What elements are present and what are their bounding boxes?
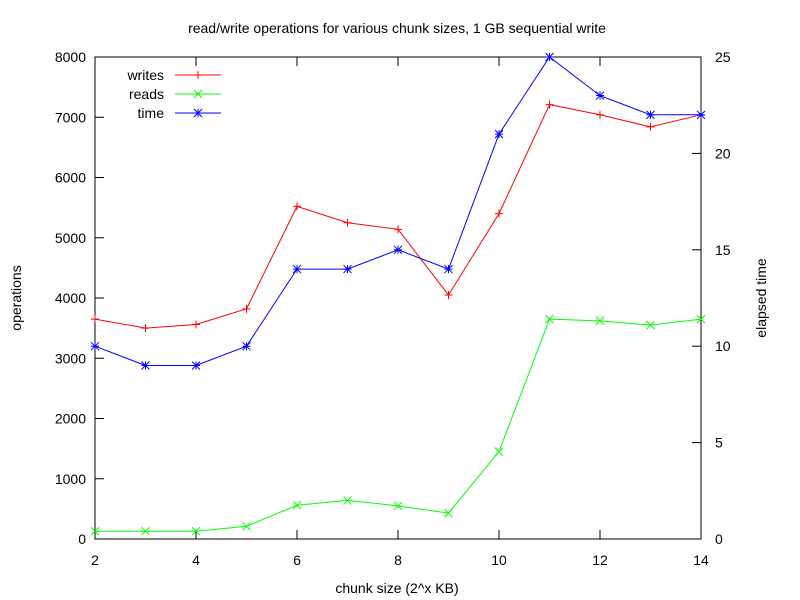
writes-point	[444, 290, 453, 299]
y-tick-label: 3000	[55, 350, 86, 366]
legend: writes reads time	[126, 67, 221, 121]
reads-point	[242, 521, 251, 531]
y-tick-label: 4000	[55, 290, 86, 306]
time-point	[141, 361, 150, 370]
legend-label: reads	[129, 86, 164, 102]
x-tick-label: 6	[293, 552, 301, 568]
series-layer	[90, 52, 706, 536]
writes-point	[91, 315, 99, 324]
axes: 0 1000 2000 3000 4000 5000 6000 7000 8000 0 5 10 15 2…	[55, 49, 731, 568]
legend-item-time: time	[138, 105, 221, 121]
x-tick-label: 4	[192, 552, 200, 568]
y-tick-label: 6000	[55, 170, 86, 186]
series-time	[90, 52, 706, 370]
legend-item-writes: writes	[126, 67, 221, 83]
time-line	[94, 56, 701, 366]
y2-tick-label: 5	[715, 435, 723, 451]
time-point	[343, 264, 352, 274]
reads-point	[191, 526, 201, 536]
reads-point	[393, 501, 403, 511]
writes-point	[495, 209, 503, 218]
y-tick-label: 8000	[55, 49, 86, 65]
time-point	[191, 361, 201, 370]
x-tick-label: 2	[91, 552, 99, 568]
legend-item-reads: reads	[129, 86, 221, 102]
writes-point	[242, 304, 251, 313]
reads-point	[141, 526, 150, 536]
series-writes	[91, 100, 705, 333]
y2-tick-label: 10	[715, 338, 731, 354]
y2-tick-label: 25	[715, 49, 731, 65]
legend-label: writes	[126, 67, 164, 83]
writes-point	[596, 110, 604, 119]
reads-point	[595, 316, 605, 326]
time-point	[595, 91, 605, 100]
writes-line	[94, 104, 702, 329]
chart-title: read/write operations for various chunk …	[188, 20, 606, 36]
plot-frame	[94, 56, 702, 540]
reads-point	[696, 314, 706, 324]
time-point	[242, 341, 251, 351]
writes-point	[646, 122, 655, 131]
y-tick-label: 2000	[55, 411, 86, 427]
time-point	[494, 129, 504, 139]
y2-axis-label: elapsed time	[753, 258, 769, 338]
time-point	[444, 264, 453, 274]
writes-point	[141, 324, 150, 333]
writes-point	[394, 225, 402, 234]
time-point	[545, 52, 554, 62]
x-tick-label: 8	[394, 552, 402, 568]
reads-point	[646, 320, 655, 330]
legend-marker	[193, 108, 203, 118]
writes-point	[545, 100, 554, 109]
y2-tick-label: 0	[715, 531, 723, 547]
legend-label: time	[138, 105, 165, 121]
time-point	[393, 245, 403, 255]
x-tick-label: 10	[491, 552, 507, 568]
time-point	[696, 110, 706, 120]
reads-point	[545, 314, 554, 324]
reads-point	[90, 526, 100, 536]
writes-point	[343, 218, 352, 227]
time-point	[292, 264, 302, 274]
y-tick-label: 7000	[55, 109, 86, 125]
reads-point	[343, 496, 352, 505]
reads-point	[292, 500, 302, 510]
x-tick-label: 14	[693, 552, 709, 568]
y2-tick-label: 20	[715, 145, 731, 161]
legend-marker	[194, 71, 202, 79]
reads-line	[95, 318, 702, 532]
time-point	[90, 341, 100, 351]
writes-point	[192, 320, 200, 329]
x-tick-label: 12	[592, 552, 608, 568]
y-tick-label: 5000	[55, 230, 86, 246]
y-axis-label: operations	[8, 265, 24, 330]
writes-point	[293, 202, 301, 211]
time-point	[646, 110, 655, 120]
x-axis-label: chunk size (2^x KB)	[335, 580, 458, 596]
series-reads	[90, 314, 706, 536]
y2-tick-label: 15	[715, 242, 731, 258]
legend-marker	[193, 89, 203, 99]
y-tick-label: 0	[78, 531, 86, 547]
reads-point	[444, 508, 453, 518]
reads-point	[494, 447, 504, 456]
y-tick-label: 1000	[55, 471, 86, 487]
